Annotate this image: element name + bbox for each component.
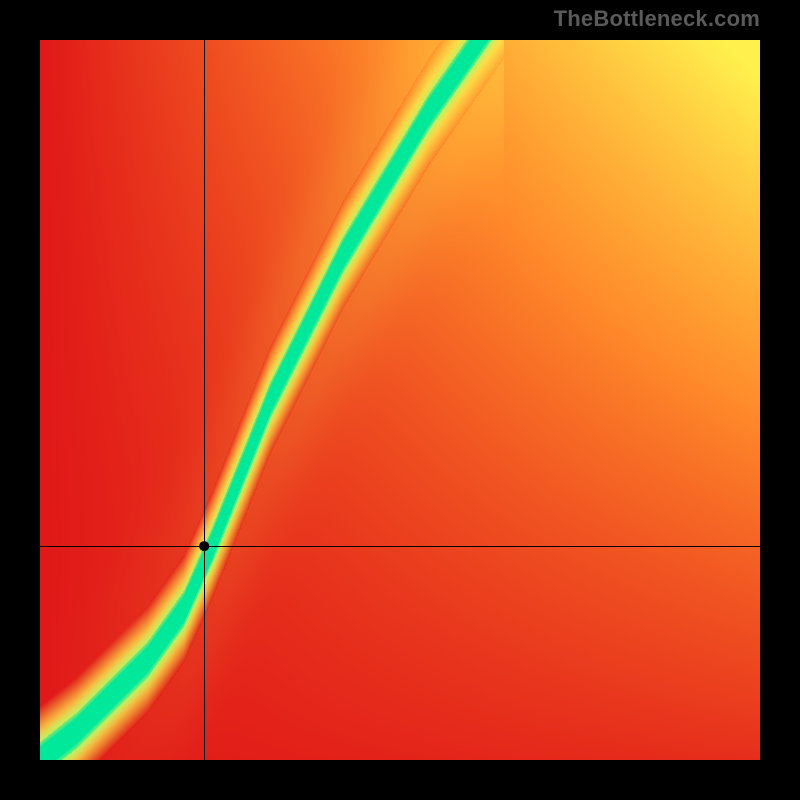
heatmap-canvas: [40, 40, 760, 760]
chart-container: TheBottleneck.com: [0, 0, 800, 800]
watermark-text: TheBottleneck.com: [554, 6, 760, 32]
heatmap-plot: [40, 40, 760, 760]
